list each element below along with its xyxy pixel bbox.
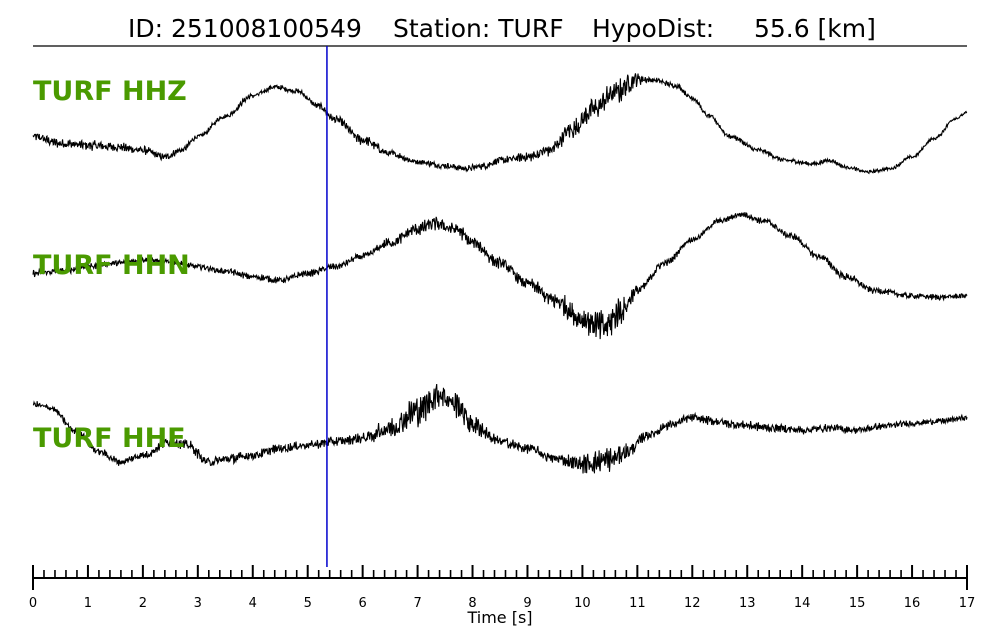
x-tick-label: 2 [139,596,147,611]
title-hypodist: HypoDist: 55.6 [km] [592,14,876,43]
x-tick-label: 11 [629,596,646,611]
x-tick-label: 1 [84,596,92,611]
chart-title: ID: 251008100549 Station: TURF HypoDist:… [128,14,876,43]
x-tick-label: 16 [904,596,921,611]
trace-turf-hhn [32,212,968,340]
trace-label-turf-hhn: TURF HHN [33,250,190,281]
x-tick-label: 4 [249,596,257,611]
x-tick-label: 0 [29,596,37,611]
x-tick-label: 17 [959,596,976,611]
time-axis: 0 1 2 3 4 5 6 7 8 9 10 11 12 13 14 15 16 17 [29,565,975,611]
x-tick-label: 7 [413,596,421,611]
trace-labels-group: TURF HHZ TURF HHN TURF HHE [33,76,190,454]
trace-label-turf-hhz: TURF HHZ [33,76,187,107]
x-tick-label: 6 [359,596,367,611]
title-station: Station: TURF [393,14,564,43]
x-tick-label: 13 [739,596,756,611]
x-tick-label: 15 [849,596,866,611]
x-tick-label: 10 [574,596,591,611]
traces-group [32,73,968,474]
x-tick-label: 5 [304,596,312,611]
trace-turf-hhz [32,73,968,175]
x-tick-label: 3 [194,596,202,611]
title-event-id: ID: 251008100549 [128,14,362,43]
x-tick-label: 12 [684,596,701,611]
trace-turf-hhe [32,383,968,474]
x-axis-label: Time [s] [466,608,532,627]
x-tick-label: 14 [794,596,811,611]
x-tick-label: 8 [468,596,476,611]
x-tick-label: 9 [523,596,531,611]
trace-label-turf-hhe: TURF HHE [33,423,186,454]
